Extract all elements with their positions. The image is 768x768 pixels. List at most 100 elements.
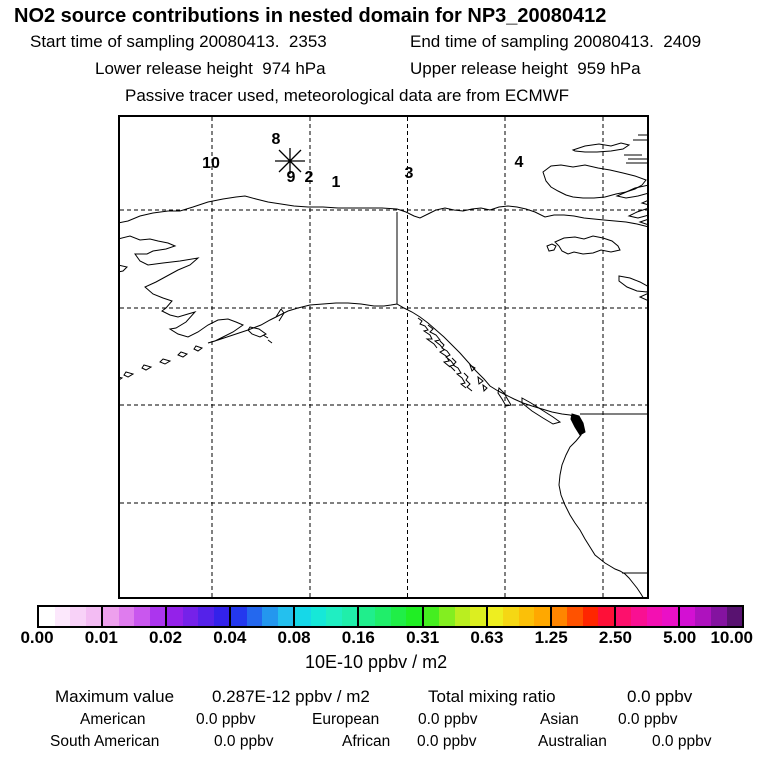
vancouver-island <box>521 397 562 425</box>
colorbar-cell <box>213 607 230 626</box>
colorbar-cell <box>262 607 278 626</box>
colorbar-tick-label: 0.02 <box>148 628 183 647</box>
great-bear-lake <box>546 235 621 255</box>
colorbar-tick-label: 0.08 <box>277 628 311 647</box>
colorbar-cell <box>103 607 119 626</box>
map-frame <box>118 115 649 599</box>
colorbar-segment <box>421 607 486 626</box>
colorbar-cell <box>439 607 455 626</box>
colorbar-tick-labels: 0.00 0.01 0.02 0.04 0.08 0.16 0.31 0.63 1.25 2.50… <box>0 628 768 649</box>
colorbar-cell <box>487 607 504 626</box>
colorbar-cell <box>149 607 166 626</box>
colorbar-cell <box>390 607 407 626</box>
colorbar-cell <box>295 607 311 626</box>
colorbar-cell <box>695 607 711 626</box>
colorbar-cell <box>246 607 263 626</box>
colorbar-cell <box>167 607 183 626</box>
colorbar-cell <box>134 607 150 626</box>
colorbar-cell <box>503 607 519 626</box>
stats-maximum-label: Maximum value <box>55 687 175 706</box>
colorbar-cell <box>310 607 327 626</box>
colorbar-segment <box>549 607 614 626</box>
colorbar-tick-label: 0.01 <box>84 628 118 647</box>
colorbar-cell <box>662 607 678 626</box>
stats-maximum-value: 0.287E-12 ppbv / m2 <box>212 687 370 706</box>
coastline-west-south <box>118 235 645 599</box>
start-time-text: Start time of sampling 20080413. 2353 <box>30 32 327 51</box>
colorbar-tick-label: 2.50 <box>598 628 632 647</box>
colorbar-cell <box>231 607 247 626</box>
colorbar-segment <box>101 607 166 626</box>
colorbar-cell <box>567 607 583 626</box>
colorbar-cell <box>534 607 550 626</box>
arctic-islands <box>571 134 649 206</box>
colorbar-cell <box>726 607 743 626</box>
region-value-south-american: 0.0 ppbv <box>214 733 274 750</box>
colorbar-cell <box>118 607 135 626</box>
region-name-american: American <box>80 711 146 728</box>
colorbar <box>37 605 744 628</box>
colorbar-cell <box>646 607 663 626</box>
colorbar-cell <box>54 607 71 626</box>
colorbar-segment <box>357 607 422 626</box>
region-value-asian: 0.0 ppbv <box>618 711 678 728</box>
colorbar-tick-label: 10.00 <box>710 628 753 647</box>
colorbar-cell <box>359 607 375 626</box>
colorbar-cell <box>551 607 568 626</box>
upper-release-text: Upper release height 959 hPa <box>410 59 641 78</box>
aleutian-islands <box>118 345 204 381</box>
colorbar-tick-label: 5.00 <box>663 628 697 647</box>
stats-total-value: 0.0 ppbv <box>627 687 693 706</box>
stats-total-label: Total mixing ratio <box>428 687 556 706</box>
release-point-icon <box>275 148 305 174</box>
colorbar-segment <box>165 607 230 626</box>
colorbar-cell <box>182 607 199 626</box>
map-gridlines <box>120 117 647 597</box>
region-value-african: 0.0 ppbv <box>417 733 477 750</box>
banks-island <box>542 164 647 199</box>
colorbar-unit-label: 10E-10 ppbv / m2 <box>305 652 448 672</box>
kodiak-islands <box>247 326 273 344</box>
lower-release-text: Lower release height 974 hPa <box>95 59 326 78</box>
colorbar-tick-label: 0.63 <box>470 628 504 647</box>
colorbar-cell <box>198 607 214 626</box>
colorbar-cell <box>454 607 471 626</box>
colorbar-cell <box>631 607 647 626</box>
colorbar-tick-label: 0.16 <box>341 628 375 647</box>
colorbar-segment <box>229 607 294 626</box>
end-time-text: End time of sampling 20080413. 2409 <box>410 32 702 51</box>
map-plot <box>118 115 649 599</box>
region-name-african: African <box>342 733 391 750</box>
region-name-asian: Asian <box>540 711 579 728</box>
colorbar-segment <box>677 607 743 626</box>
cook-inlet <box>275 308 285 322</box>
colorbar-cell <box>375 607 391 626</box>
colorbar-cell <box>341 607 358 626</box>
colorbar-segment <box>485 607 550 626</box>
colorbar-cell <box>470 607 486 626</box>
colorbar-cell <box>423 607 440 626</box>
colorbar-cell <box>679 607 696 626</box>
colorbar-cell <box>85 607 102 626</box>
region-name-south-american: South American <box>50 733 160 750</box>
puget-sound-area <box>570 413 586 436</box>
colorbar-tick-label: 0.00 <box>20 628 54 647</box>
colorbar-segment <box>39 607 102 626</box>
colorbar-cell <box>406 607 422 626</box>
region-name-european: European <box>312 711 380 728</box>
colorbar-tick-label: 1.25 <box>534 628 568 647</box>
region-value-australian: 0.0 ppbv <box>652 733 712 750</box>
colorbar-cell <box>711 607 727 626</box>
colorbar-cell <box>615 607 632 626</box>
colorbar-tick-label: 0.31 <box>406 628 440 647</box>
st-lawrence-island <box>118 264 128 273</box>
colorbar-cell <box>326 607 342 626</box>
great-slave-lake <box>618 275 649 302</box>
colorbar-segment <box>293 607 358 626</box>
colorbar-cell <box>70 607 86 626</box>
colorbar-cell <box>518 607 535 626</box>
colorbar-cell <box>598 607 614 626</box>
victoria-island-coast <box>615 184 649 226</box>
colorbar-tick-label: 0.04 <box>213 628 247 647</box>
page-title: NO2 source contributions in nested domai… <box>14 5 607 27</box>
